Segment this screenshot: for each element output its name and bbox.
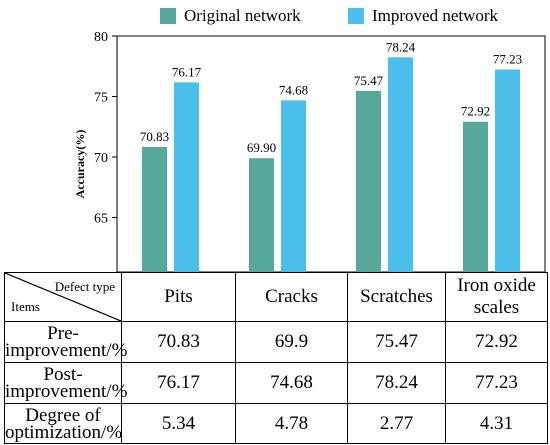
chart-axes: 65 70 75 80 Accuracy(%) bbox=[73, 30, 546, 272]
bar-value-label: 74.68 bbox=[279, 82, 308, 97]
results-table: Defect type Items Pits Cracks Scratches … bbox=[4, 272, 548, 444]
table-cell: 72.92 bbox=[445, 321, 548, 363]
y-tick-label: 70 bbox=[94, 151, 108, 166]
legend: Original network Improved network bbox=[0, 2, 550, 28]
bar-original bbox=[249, 158, 274, 272]
legend-label-original: Original network bbox=[184, 6, 301, 25]
y-tick-label: 80 bbox=[94, 30, 108, 45]
bar-value-label: 78.24 bbox=[386, 39, 416, 54]
table-cell: 2.77 bbox=[347, 403, 446, 444]
bar-original bbox=[142, 146, 167, 272]
bar-chart: 65 70 75 80 Accuracy(%) 70.83 76.17 69.90 74.68… bbox=[73, 30, 546, 272]
y-tick-label: 65 bbox=[94, 212, 108, 227]
chart-data-labels: 70.83 76.17 69.90 74.68 75.47 78.24 72.92 77.23 bbox=[140, 39, 522, 155]
bar-improved bbox=[281, 100, 306, 272]
bar-value-label: 77.23 bbox=[493, 52, 522, 67]
table-cell: 4.31 bbox=[445, 403, 548, 444]
table-cell: 4.78 bbox=[235, 403, 348, 444]
bar-value-label: 72.92 bbox=[461, 104, 490, 119]
bar-improved bbox=[388, 57, 413, 272]
bar-original bbox=[463, 121, 488, 272]
bar-value-label: 69.90 bbox=[247, 140, 276, 155]
chart-bars bbox=[142, 57, 520, 272]
table-corner-cell: Defect type Items bbox=[4, 272, 122, 322]
legend-swatch-original bbox=[160, 8, 176, 24]
plot-frame bbox=[116, 35, 546, 272]
column-header-iron-oxide-scales: Iron oxide scales bbox=[445, 272, 548, 322]
y-tick-label: 75 bbox=[94, 91, 108, 106]
table-cell: 5.34 bbox=[121, 403, 236, 444]
table-row: Degree of optimization/% 5.34 4.78 2.77 … bbox=[4, 403, 548, 444]
legend-item-improved: Improved network bbox=[348, 6, 498, 26]
table-cell: 69.9 bbox=[235, 321, 348, 363]
table-cell: 75.47 bbox=[347, 321, 446, 363]
bar-improved bbox=[495, 69, 520, 272]
y-axis-label: Accuracy(%) bbox=[73, 130, 87, 199]
table-cell: 74.68 bbox=[235, 362, 348, 404]
table-header-row: Defect type Items Pits Cracks Scratches … bbox=[4, 272, 548, 322]
table-cell: 70.83 bbox=[121, 321, 236, 363]
diagonal-line bbox=[5, 273, 121, 321]
legend-label-improved: Improved network bbox=[372, 6, 499, 25]
bar-original bbox=[356, 90, 381, 272]
row-header-degree-of-optimization: Degree of optimization/% bbox=[4, 403, 123, 444]
corner-top-label: Defect type bbox=[54, 279, 115, 294]
column-header-pits: Pits bbox=[121, 272, 236, 322]
legend-item-original: Original network bbox=[160, 6, 301, 26]
legend-swatch-improved bbox=[348, 8, 364, 24]
bar-value-label: 70.83 bbox=[140, 129, 169, 144]
table-cell: 76.17 bbox=[121, 362, 236, 404]
row-header-post-improvement: Post-improvement/% bbox=[4, 362, 128, 404]
table-row: Pre-improvement/% 70.83 69.9 75.47 72.92 bbox=[4, 321, 548, 363]
bar-improved bbox=[174, 82, 199, 272]
table-row: Post-improvement/% 76.17 74.68 78.24 77.… bbox=[4, 362, 548, 404]
bar-value-label: 76.17 bbox=[172, 64, 202, 79]
column-header-cracks: Cracks bbox=[235, 272, 348, 322]
column-header-scratches: Scratches bbox=[347, 272, 446, 322]
table-cell: 78.24 bbox=[347, 362, 446, 404]
row-header-pre-improvement: Pre-improvement/% bbox=[4, 321, 128, 363]
corner-bottom-label: Items bbox=[11, 299, 40, 314]
bar-value-label: 75.47 bbox=[354, 73, 384, 88]
table-cell: 77.23 bbox=[445, 362, 548, 404]
